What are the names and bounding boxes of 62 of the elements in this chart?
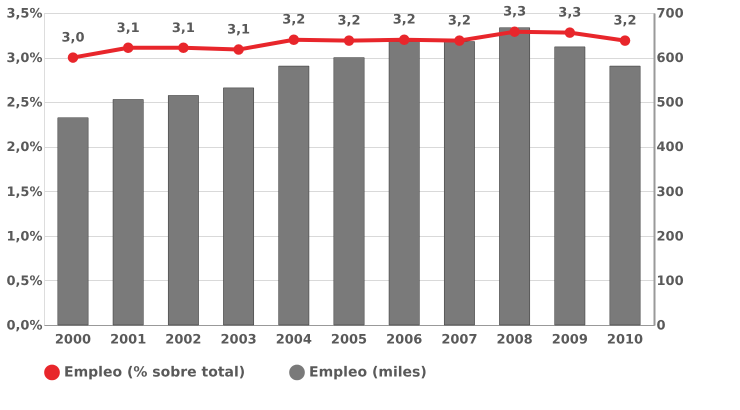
y-tick-label: 2,0% xyxy=(6,140,42,156)
x-tick-label: 2010 xyxy=(606,332,644,348)
x-tick-label: 2005 xyxy=(330,332,368,348)
y2-tick-label: 0 xyxy=(656,318,666,334)
point xyxy=(288,34,300,45)
point xyxy=(454,35,465,46)
bar xyxy=(278,66,310,326)
data-label: 3,3 xyxy=(503,4,526,20)
data-label: 3,1 xyxy=(116,20,140,36)
legend-label: Empleo (% sobre total) xyxy=(64,364,246,380)
point xyxy=(122,42,134,53)
data-label: 3,1 xyxy=(227,22,250,38)
point xyxy=(509,26,520,37)
x-tick-label: 2003 xyxy=(220,332,257,348)
point xyxy=(68,52,78,63)
point xyxy=(233,44,244,55)
x-tick-label: 2008 xyxy=(496,332,533,348)
y-tick-label: 3,0% xyxy=(6,51,42,66)
bar xyxy=(58,117,88,326)
data-label: 3,2 xyxy=(337,14,361,29)
bar xyxy=(388,41,420,326)
y2-tick-label: 400 xyxy=(656,140,684,156)
y-tick-label: 2,5% xyxy=(6,96,42,111)
data-label: 3,2 xyxy=(448,14,471,29)
bar xyxy=(334,57,364,326)
point xyxy=(564,27,576,38)
y-tick-label: 0,5% xyxy=(6,274,42,289)
data-label: 3,2 xyxy=(614,14,637,29)
x-tick-label: 2009 xyxy=(552,332,588,348)
y2-tick-label: 300 xyxy=(656,184,684,200)
point xyxy=(620,35,630,46)
data-label: 3,0 xyxy=(61,30,84,46)
bar xyxy=(499,27,530,326)
x-tick-label: 2004 xyxy=(276,332,312,348)
x-tick-label: 2000 xyxy=(54,332,92,348)
y-tick-label: 1,5% xyxy=(6,184,42,200)
point xyxy=(398,34,410,45)
y2-tick-label: 600 xyxy=(656,51,684,66)
bar xyxy=(554,46,586,326)
data-label: 3,2 xyxy=(392,12,416,28)
y-tick-label: 3,5% xyxy=(6,6,42,22)
x-tick-label: 2001 xyxy=(110,332,146,348)
y2-tick-label: 200 xyxy=(656,229,684,244)
data-label: 3,2 xyxy=(282,12,306,28)
bar xyxy=(223,88,254,326)
x-tick-label: 2007 xyxy=(441,332,478,348)
bar xyxy=(112,99,144,326)
data-label: 3,3 xyxy=(558,6,582,21)
data-label: 3,1 xyxy=(172,20,195,36)
point xyxy=(344,35,354,46)
y-tick-label: 0,0% xyxy=(6,318,42,334)
bar xyxy=(444,41,475,326)
bar xyxy=(610,66,640,326)
y2-tick-label: 700 xyxy=(656,6,684,22)
legend-label: Empleo (miles) xyxy=(309,364,427,380)
x-tick-label: 2006 xyxy=(386,332,422,348)
y2-tick-label: 100 xyxy=(656,274,684,289)
y-tick-label: 1,0% xyxy=(6,229,42,244)
point xyxy=(178,42,189,53)
bar xyxy=(168,95,199,326)
y2-tick-label: 500 xyxy=(656,96,684,111)
x-tick-label: 2002 xyxy=(165,332,202,348)
